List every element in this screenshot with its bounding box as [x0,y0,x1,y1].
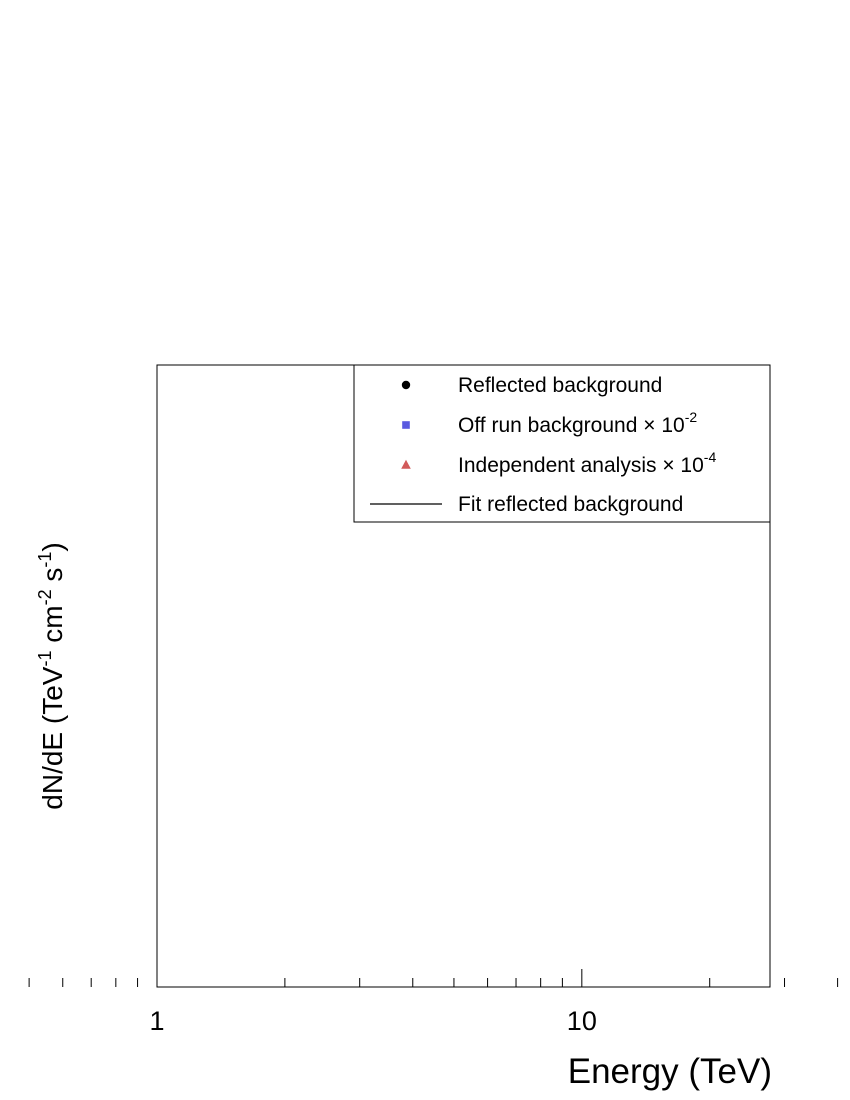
x-tick-labels: 10-1110102 [149,1006,597,1036]
axis-ticks [28,969,839,987]
x-tick-label: 10 [567,1006,597,1036]
legend-marker-2 [401,459,411,469]
legend-box [353,364,771,523]
legend-label-1: Off run background × 10-2 [458,409,697,437]
legend-marker-1 [402,421,410,429]
legend-label-3: Fit reflected background [458,493,683,516]
legend-marker-0 [401,380,411,390]
legend-label-2: Independent analysis × 10-4 [458,449,716,477]
legend-label-0: Reflected background [458,374,662,397]
legend: Reflected background Off run background ×… [353,364,771,523]
y-axis-title: dN/dE (TeV-1 cm-2 s-1) [35,542,68,809]
x-tick-label: 1 [149,1006,164,1036]
x-axis-title: Energy (TeV) [568,1052,772,1091]
